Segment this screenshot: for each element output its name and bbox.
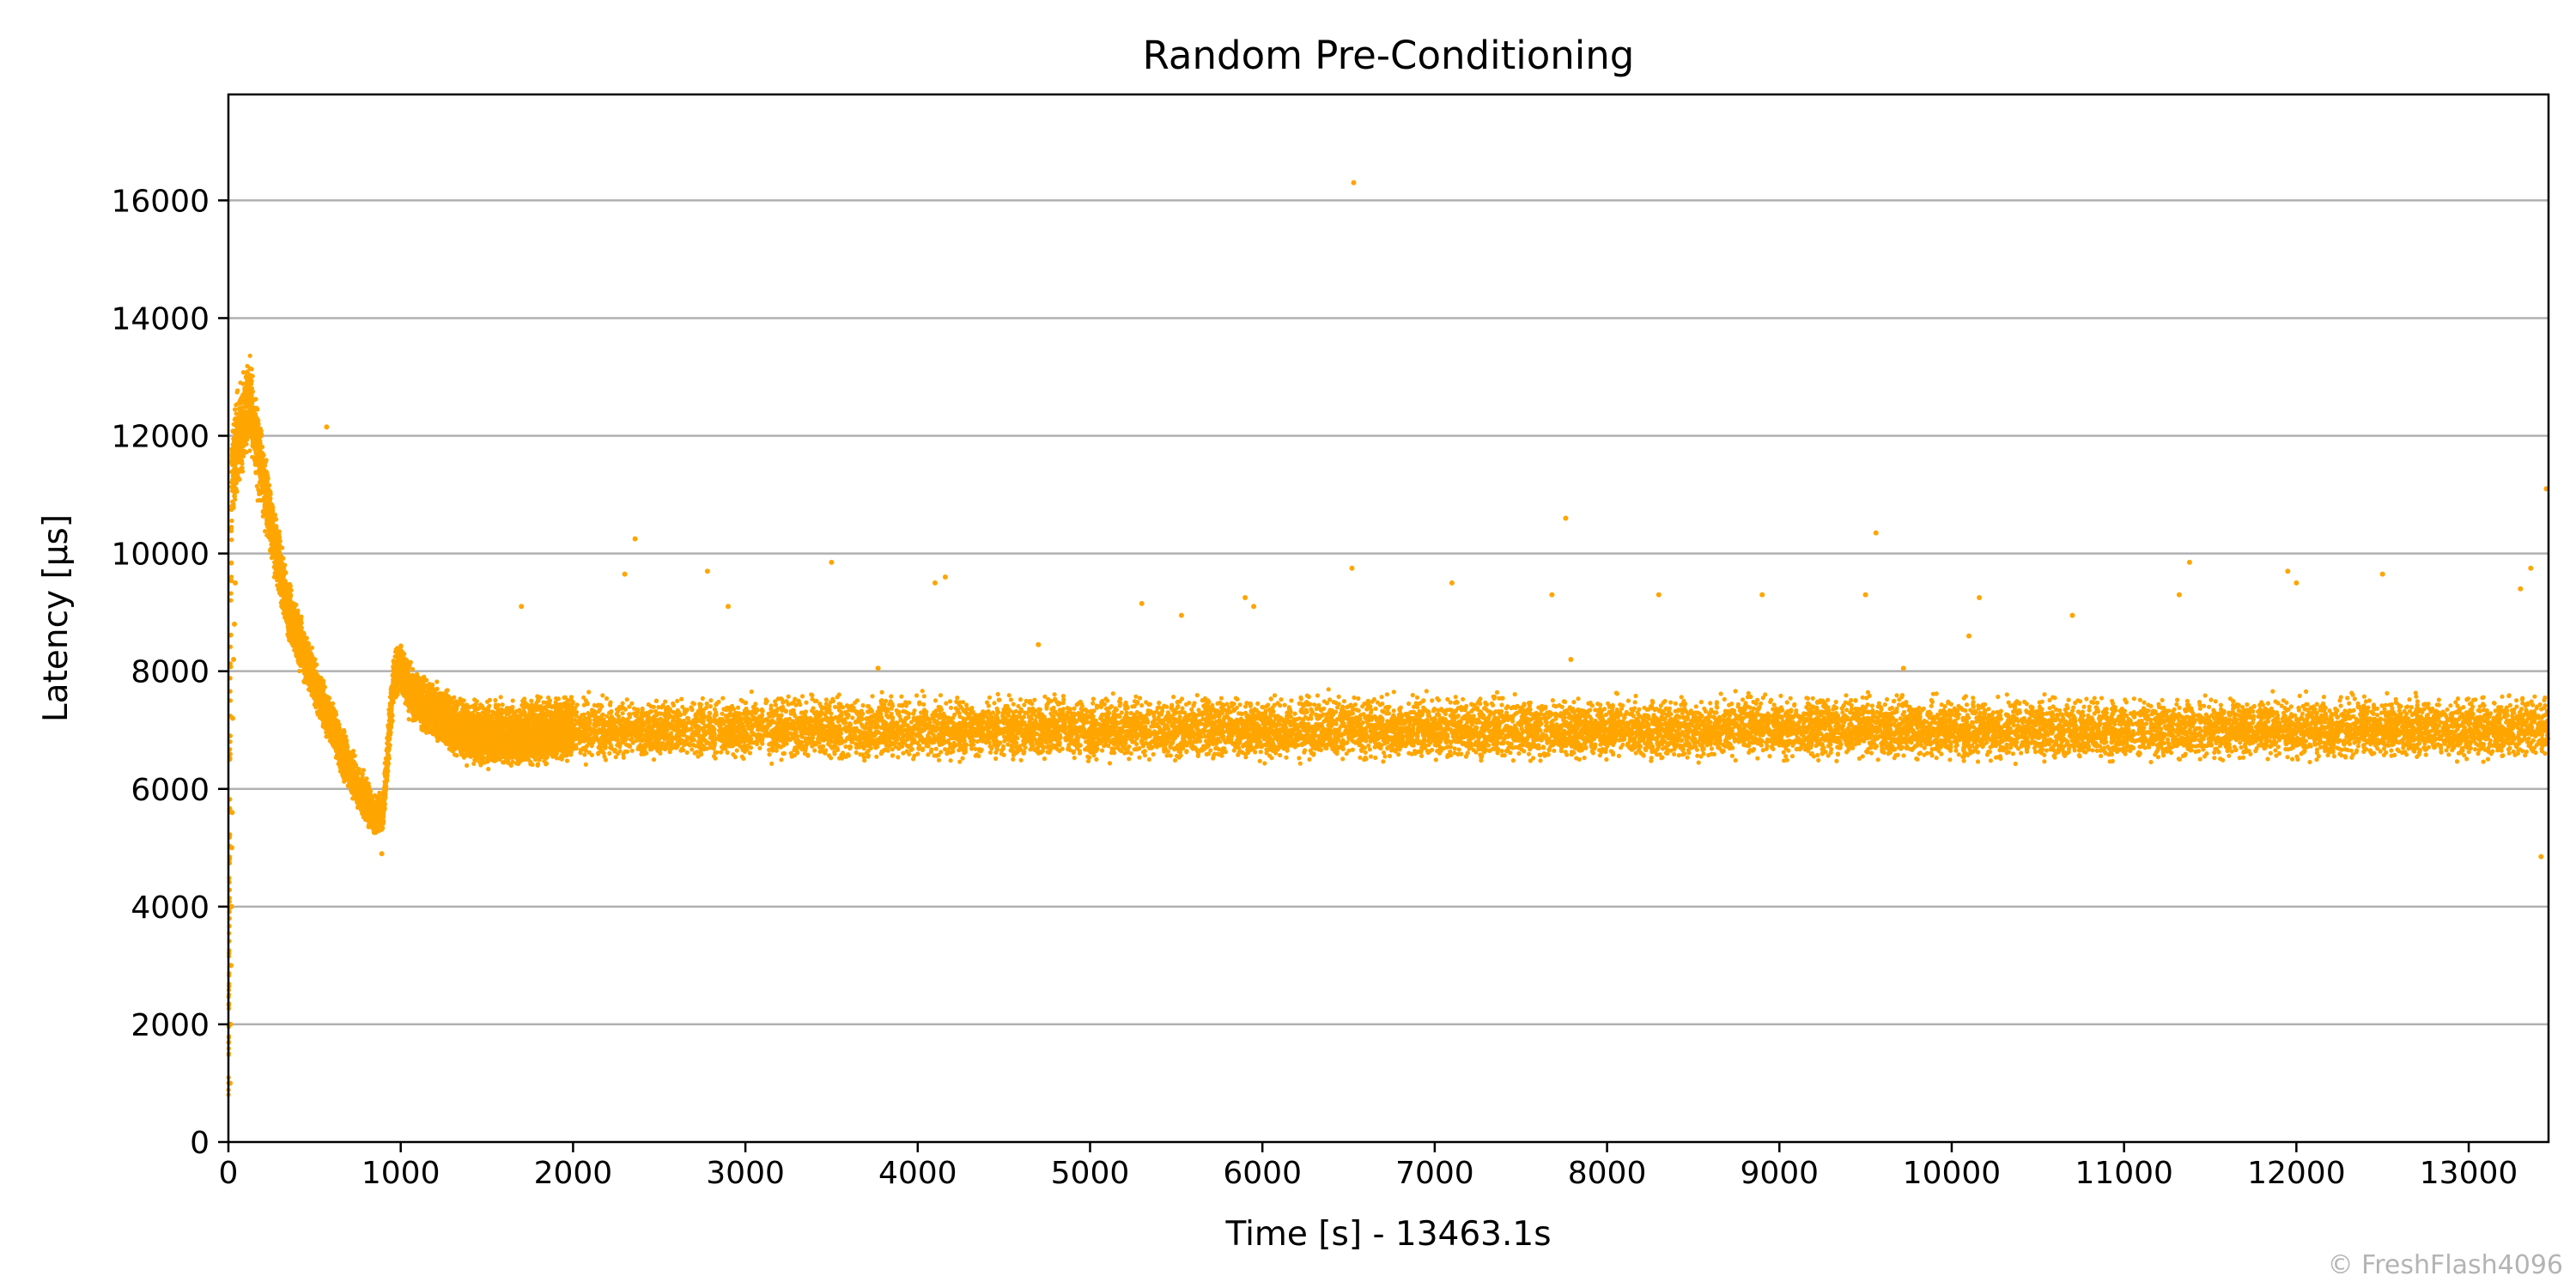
data-point <box>410 666 416 672</box>
data-point <box>529 698 534 703</box>
data-point <box>297 668 302 674</box>
data-point <box>535 694 540 699</box>
plot-area-background <box>228 94 2549 1142</box>
data-point <box>361 768 366 773</box>
data-point <box>314 662 319 667</box>
y-gridlines <box>228 199 2549 1026</box>
data-point <box>238 380 243 386</box>
data-point <box>535 762 541 767</box>
data-point <box>562 695 568 700</box>
data-point <box>562 703 567 709</box>
data-point <box>564 758 570 763</box>
data-point <box>568 695 574 700</box>
data-point <box>229 538 234 543</box>
data-point <box>537 757 542 762</box>
data-points <box>226 179 2551 1097</box>
data-point <box>234 403 239 408</box>
data-point <box>474 699 479 704</box>
data-point <box>406 717 411 722</box>
data-point <box>556 696 562 702</box>
data-point <box>255 498 260 503</box>
data-point <box>465 762 470 769</box>
data-point <box>472 702 477 708</box>
data-point <box>232 407 238 412</box>
data-point <box>510 698 515 703</box>
data-point <box>486 767 491 772</box>
data-point <box>244 374 249 379</box>
data-point <box>434 679 440 684</box>
data-point <box>471 761 477 767</box>
data-point <box>309 645 314 651</box>
